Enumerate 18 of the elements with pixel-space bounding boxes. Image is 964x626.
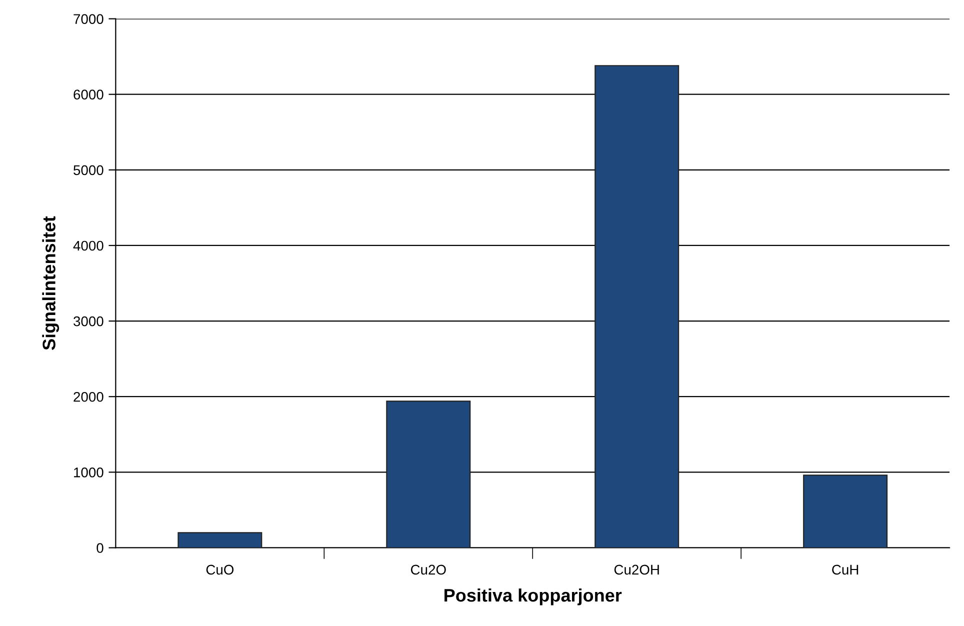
- bar: [178, 532, 262, 548]
- y-axis-title: Signalintensitet: [42, 216, 60, 350]
- y-tick-label: 4000: [73, 240, 104, 251]
- y-tick-label: 1000: [74, 468, 104, 478]
- x-tick-label: CuO: [206, 564, 234, 575]
- bar: [803, 474, 888, 548]
- y-tick-label: 2000: [74, 392, 104, 402]
- x-tick-label: Cu2O: [410, 564, 446, 575]
- bar: [594, 65, 680, 548]
- x-tick-label: Cu2OH: [614, 564, 659, 575]
- y-tick-label: 3000: [74, 316, 104, 326]
- y-tick-label: 5000: [74, 165, 104, 176]
- y-tick-label: 6000: [74, 90, 104, 100]
- y-tick-label: 7000: [74, 14, 104, 24]
- x-tick-label: CuH: [832, 564, 858, 575]
- x-axis-title: Positiva kopparjoner: [444, 588, 622, 606]
- bar: [386, 400, 471, 548]
- y-tick-label: 0: [96, 543, 104, 553]
